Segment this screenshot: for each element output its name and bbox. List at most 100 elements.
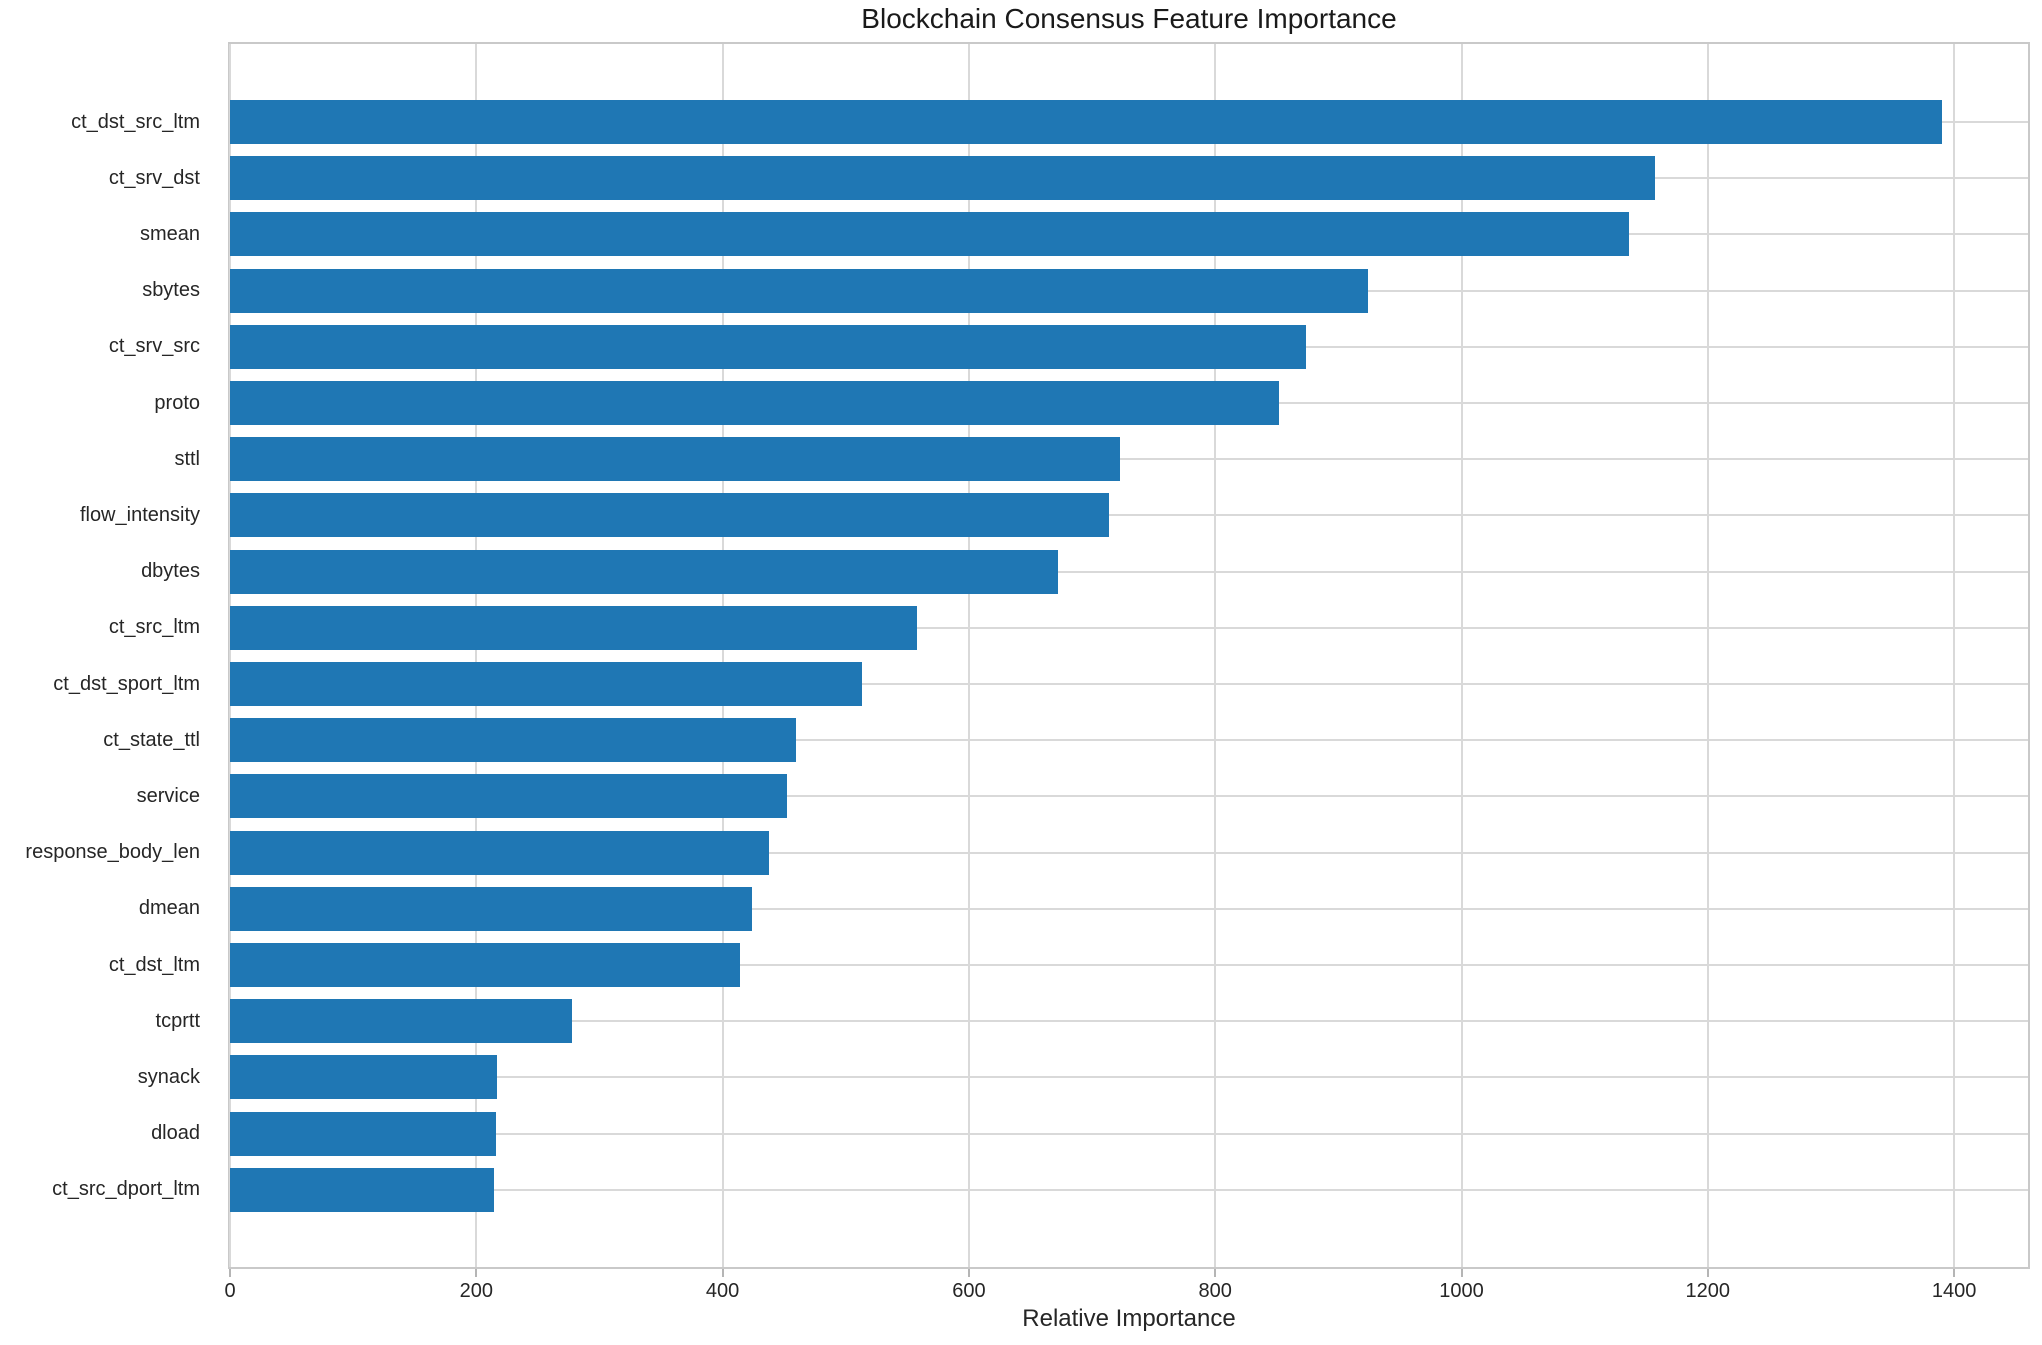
bar-row-dbytes	[230, 544, 2028, 600]
x-gridline-1200	[1706, 44, 1709, 1267]
y-tick-label-flow_intensity: flow_intensity	[79, 503, 200, 526]
y-tick-label-ct_state_ttl: ct_state_ttl	[103, 728, 200, 751]
x-tick-mark-200	[475, 1269, 478, 1277]
x-tick-mark-1400	[1953, 1269, 1956, 1277]
bar-row-tcprtt	[230, 993, 2028, 1049]
y-gridline-ct_src_dport_ltm	[230, 1188, 2028, 1191]
bar-row-response_body_len	[230, 825, 2028, 881]
y-tick-label-dbytes: dbytes	[141, 560, 200, 583]
y-tick-label-ct_src_dport_ltm: ct_src_dport_ltm	[52, 1178, 200, 1201]
y-gridline-dload	[230, 1132, 2028, 1135]
y-tick-label-sbytes: sbytes	[142, 279, 200, 302]
bar-row-ct_state_ttl	[230, 712, 2028, 768]
x-tick-label-600: 600	[952, 1280, 986, 1302]
y-gridline-ct_state_ttl	[230, 739, 2028, 742]
x-gridline-1400	[1953, 44, 1956, 1267]
x-tick-mark-800	[1214, 1269, 1217, 1277]
x-tick-mark-600	[967, 1269, 970, 1277]
x-tick-mark-1200	[1706, 1269, 1709, 1277]
x-tick-label-1400: 1400	[1931, 1280, 1977, 1302]
bar-ct_dst_sport_ltm	[230, 662, 862, 706]
bar-flow_intensity	[230, 493, 1110, 538]
bar-sbytes	[230, 268, 1368, 313]
bar-row-ct_srv_src	[230, 319, 2028, 375]
y-tick-label-proto: proto	[154, 391, 200, 414]
y-tick-label-smean: smean	[139, 222, 200, 245]
bar-row-ct_src_ltm	[230, 600, 2028, 656]
y-tick-label-sttl: sttl	[174, 447, 200, 470]
bar-ct_srv_src	[230, 324, 1307, 369]
bar-response_body_len	[230, 830, 770, 875]
bar-row-flow_intensity	[230, 487, 2028, 543]
y-tick-label-ct_dst_src_ltm: ct_dst_src_ltm	[71, 110, 200, 133]
x-tick-label-200: 200	[459, 1280, 493, 1302]
x-gridline-0	[229, 44, 231, 1267]
bar-row-ct_srv_dst	[230, 150, 2028, 206]
y-tick-label-tcprtt: tcprtt	[155, 1009, 200, 1032]
bar-row-ct_dst_sport_ltm	[230, 656, 2028, 712]
y-gridline-response_body_len	[230, 851, 2028, 854]
x-tick-mark-1000	[1460, 1269, 1463, 1277]
bar-ct_srv_dst	[230, 156, 1655, 201]
bar-ct_src_dport_ltm	[230, 1167, 494, 1212]
y-gridline-ct_src_ltm	[230, 626, 2028, 629]
y-tick-label-dmean: dmean	[138, 897, 200, 920]
bar-dload	[230, 1111, 496, 1156]
y-gridline-dmean	[230, 907, 2028, 910]
bar-row-dload	[230, 1106, 2028, 1162]
y-tick-label-ct_srv_src: ct_srv_src	[108, 335, 200, 358]
x-gridline-1000	[1460, 44, 1463, 1267]
x-tick-label-400: 400	[705, 1280, 740, 1302]
bar-smean	[230, 212, 1629, 257]
y-gridline-dbytes	[230, 570, 2028, 573]
x-tick-label-800: 800	[1198, 1280, 1232, 1302]
y-gridline-sttl	[230, 458, 2028, 461]
x-tick-label-1000: 1000	[1439, 1280, 1484, 1302]
bar-row-dmean	[230, 881, 2028, 937]
y-tick-label-ct_srv_dst: ct_srv_dst	[108, 166, 200, 189]
bar-row-sbytes	[230, 263, 2028, 319]
y-gridline-service	[230, 795, 2028, 798]
y-gridline-tcprtt	[230, 1020, 2028, 1023]
x-gridline-800	[1214, 44, 1217, 1267]
x-tick-label-0: 0	[224, 1280, 236, 1302]
x-tick-label-1200: 1200	[1685, 1280, 1731, 1302]
x-gridline-600	[967, 44, 970, 1267]
bar-dmean	[230, 886, 753, 931]
plot-area	[228, 42, 2030, 1269]
bar-row-ct_src_dport_ltm	[230, 1162, 2028, 1218]
x-axis-label: Relative Importance	[1022, 1305, 1236, 1332]
chart-title: Blockchain Consensus Feature Importance	[861, 3, 1397, 34]
bar-tcprtt	[230, 999, 573, 1044]
bar-row-service	[230, 768, 2028, 824]
bar-synack	[230, 1055, 498, 1100]
bar-ct_src_ltm	[230, 605, 918, 650]
y-tick-label-ct_dst_sport_ltm: ct_dst_sport_ltm	[53, 672, 200, 695]
x-tick-mark-0	[229, 1269, 231, 1277]
y-tick-label-dload: dload	[151, 1122, 200, 1145]
bar-service	[230, 774, 787, 819]
bar-row-ct_dst_src_ltm	[230, 94, 2028, 150]
x-gridline-200	[475, 44, 478, 1267]
bar-row-proto	[230, 375, 2028, 431]
bar-ct_dst_ltm	[230, 943, 740, 987]
y-tick-label-ct_dst_ltm: ct_dst_ltm	[108, 953, 200, 976]
y-tick-label-response_body_len: response_body_len	[25, 841, 200, 864]
x-tick-mark-400	[721, 1269, 724, 1277]
y-tick-label-synack: synack	[137, 1065, 200, 1088]
y-gridline-ct_dst_ltm	[230, 964, 2028, 967]
bar-row-smean	[230, 206, 2028, 262]
bar-row-ct_dst_ltm	[230, 937, 2028, 993]
bar-row-synack	[230, 1049, 2028, 1105]
bar-row-sttl	[230, 431, 2028, 487]
y-gridline-flow_intensity	[230, 514, 2028, 517]
bar-ct_dst_src_ltm	[230, 100, 1942, 144]
bar-sttl	[230, 437, 1121, 482]
y-gridline-synack	[230, 1076, 2028, 1079]
y-gridline-ct_dst_sport_ltm	[230, 683, 2028, 686]
y-tick-label-service: service	[136, 784, 200, 807]
y-tick-label-ct_src_ltm: ct_src_ltm	[108, 616, 200, 639]
bar-proto	[230, 381, 1280, 425]
